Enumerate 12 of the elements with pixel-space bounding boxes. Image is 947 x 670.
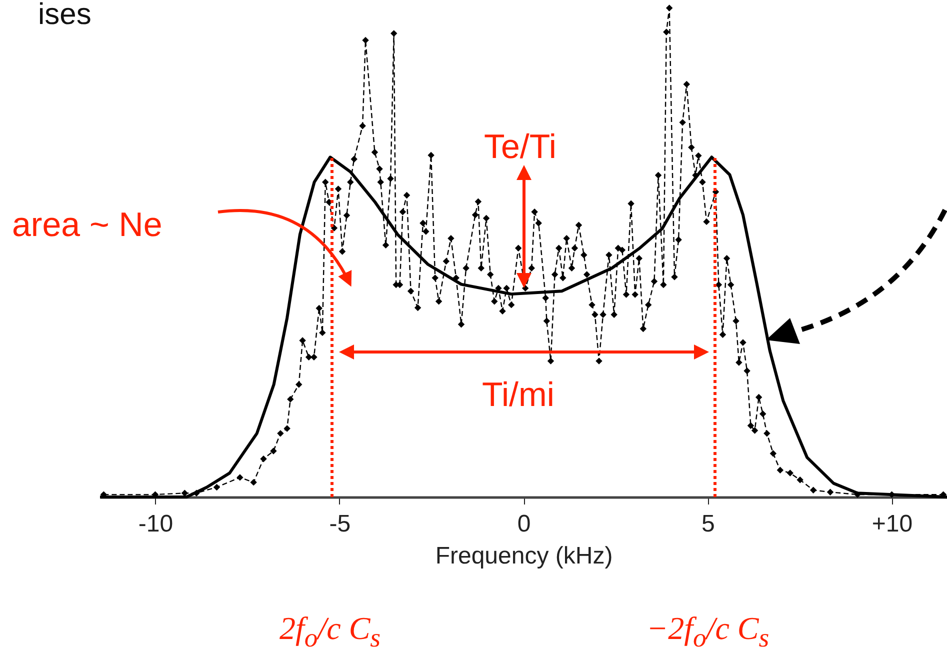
x-tick-label: +10	[872, 510, 913, 538]
x-tick-label: -10	[138, 510, 174, 538]
x-axis-title: Frequency (kHz)	[435, 542, 613, 570]
x-tick-label: 5	[701, 510, 715, 538]
text: ises	[38, 0, 92, 31]
x-tick-label: 0	[517, 510, 531, 538]
text: −2f$_{o}$/c C$_{s}$	[646, 610, 770, 652]
text: 2f$_{o}$/c C$_{s}$	[280, 610, 381, 652]
x-tick-label: -5	[329, 510, 351, 538]
annotation: area ~ Ne	[12, 206, 162, 244]
annotation: Te/Ti	[484, 128, 556, 166]
annotation: Ti/mi	[482, 376, 554, 414]
